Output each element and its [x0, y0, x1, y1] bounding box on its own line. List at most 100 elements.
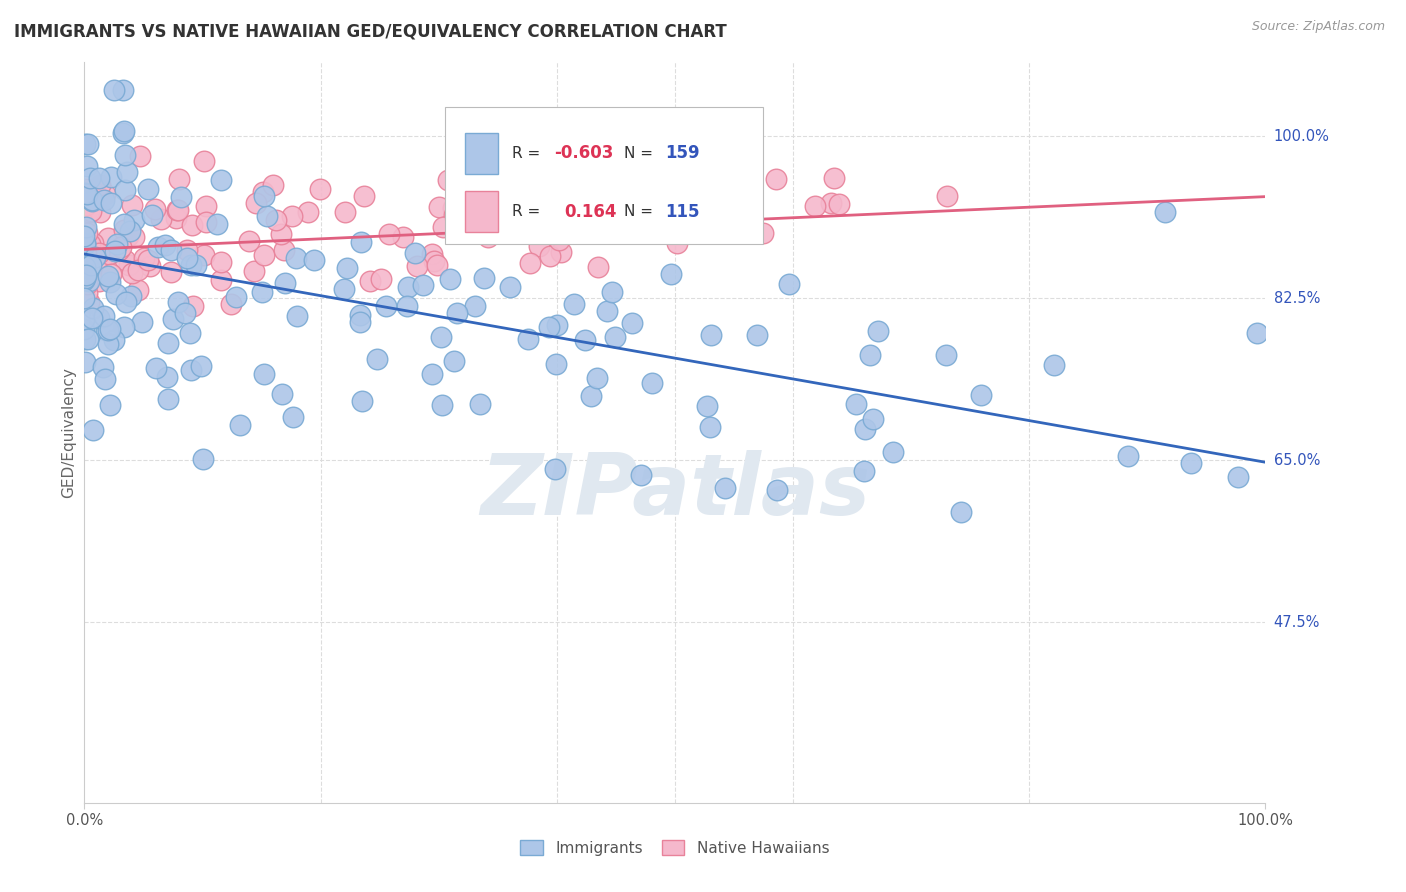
Point	[245, 195, 267, 210]
Point	[378, 227, 401, 241]
Point	[73, 271, 96, 285]
Point	[73, 332, 96, 346]
Point	[97, 337, 120, 351]
Point	[98, 276, 121, 290]
Point	[112, 124, 135, 138]
FancyBboxPatch shape	[464, 133, 498, 174]
Point	[820, 195, 842, 210]
Point	[519, 198, 541, 212]
Point	[73, 247, 96, 261]
Point	[98, 322, 121, 336]
Point	[98, 398, 121, 412]
Point	[103, 83, 125, 97]
Point	[205, 217, 228, 231]
Point	[73, 229, 96, 244]
Point	[1180, 456, 1202, 470]
Point	[75, 268, 97, 282]
Point	[412, 277, 434, 292]
Point	[73, 273, 96, 287]
Point	[823, 171, 845, 186]
Point	[118, 258, 141, 272]
Point	[499, 280, 522, 294]
Point	[89, 205, 111, 219]
Point	[114, 253, 136, 268]
Point	[82, 310, 104, 325]
Point	[536, 178, 558, 192]
Point	[131, 315, 153, 329]
Point	[253, 248, 276, 262]
Point	[179, 326, 201, 341]
Point	[550, 244, 572, 259]
Text: ZIPatlas: ZIPatlas	[479, 450, 870, 533]
Point	[862, 412, 884, 426]
Legend: Immigrants, Native Hawaiians: Immigrants, Native Hawaiians	[515, 834, 835, 862]
Point	[626, 163, 648, 178]
Point	[156, 392, 179, 407]
Point	[405, 260, 427, 274]
Point	[426, 259, 449, 273]
Point	[229, 418, 252, 433]
Text: 100.0%: 100.0%	[1274, 129, 1330, 144]
Point	[165, 211, 187, 225]
Point	[641, 376, 664, 390]
Point	[76, 264, 98, 278]
Point	[91, 360, 114, 375]
Point	[73, 218, 96, 232]
Point	[427, 200, 450, 214]
Point	[110, 239, 132, 253]
Point	[472, 270, 495, 285]
Point	[76, 277, 98, 291]
Point	[350, 235, 373, 250]
Point	[430, 398, 453, 412]
Point	[100, 196, 122, 211]
Point	[105, 286, 128, 301]
Point	[423, 253, 446, 268]
Point	[80, 258, 103, 272]
Point	[73, 292, 96, 306]
Point	[132, 251, 155, 265]
Point	[97, 231, 120, 245]
Point	[112, 320, 135, 334]
Point	[122, 230, 145, 244]
Point	[122, 212, 145, 227]
Point	[1246, 326, 1268, 340]
Point	[439, 272, 461, 286]
Point	[349, 308, 371, 322]
Point	[73, 186, 96, 201]
Text: 65.0%: 65.0%	[1274, 453, 1320, 468]
Point	[82, 301, 104, 316]
Point	[859, 348, 882, 362]
Point	[446, 306, 468, 320]
Point	[176, 251, 198, 265]
Point	[76, 263, 98, 277]
Point	[79, 171, 101, 186]
Point	[139, 259, 162, 273]
Point	[87, 274, 110, 288]
Point	[765, 172, 787, 186]
Point	[75, 247, 97, 261]
Point	[666, 235, 689, 250]
Point	[219, 297, 242, 311]
Point	[117, 229, 139, 244]
Point	[950, 505, 973, 519]
Point	[111, 83, 134, 97]
Point	[84, 250, 107, 264]
FancyBboxPatch shape	[464, 191, 498, 232]
Point	[73, 260, 96, 274]
Point	[82, 424, 104, 438]
Point	[285, 309, 308, 323]
Point	[370, 272, 392, 286]
Point	[97, 323, 120, 337]
Point	[115, 295, 138, 310]
Point	[75, 198, 97, 212]
Point	[714, 481, 737, 495]
Point	[75, 227, 97, 241]
Point	[270, 387, 292, 401]
Point	[586, 260, 609, 274]
Point	[93, 186, 115, 201]
Point	[571, 215, 593, 229]
Point	[517, 332, 540, 346]
Point	[336, 260, 359, 275]
Point	[184, 258, 207, 272]
Point	[107, 243, 129, 257]
